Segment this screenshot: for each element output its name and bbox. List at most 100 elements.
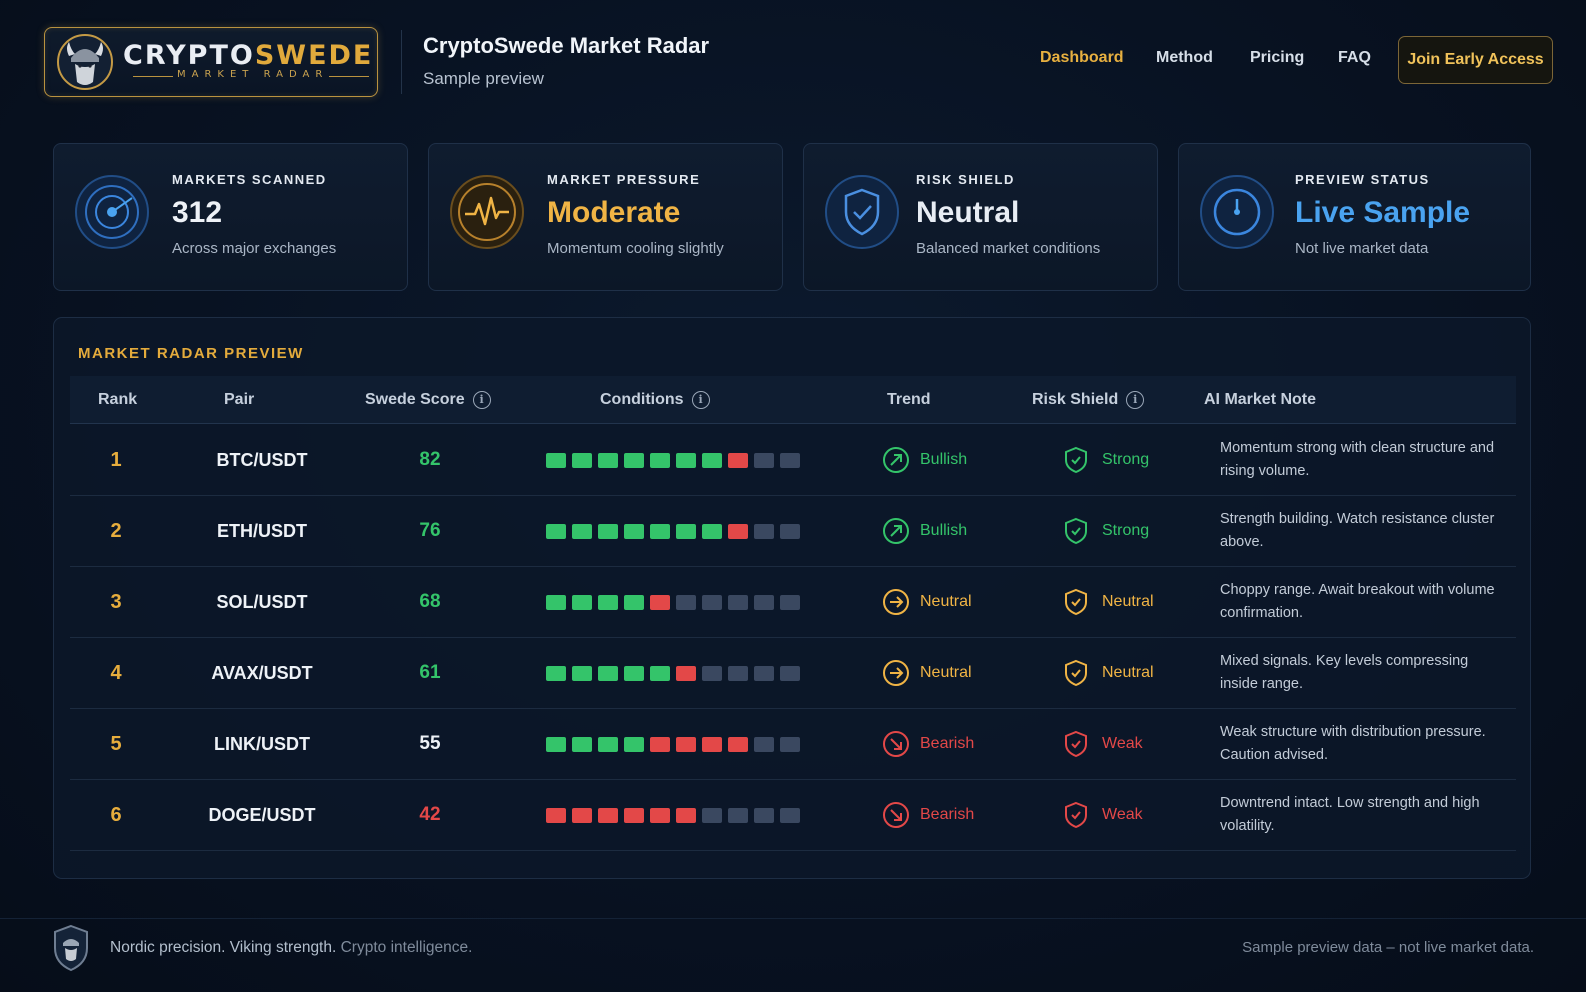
- condition-segment: [780, 452, 800, 468]
- condition-segment: [546, 523, 566, 539]
- condition-segment: [598, 807, 618, 823]
- divider: [329, 76, 369, 77]
- trend-label: Bullish: [920, 522, 968, 539]
- condition-segment: [702, 594, 722, 610]
- stat-card-risk-shield: RISK SHIELD Neutral Balanced market cond…: [803, 143, 1158, 291]
- shield-icon: [1062, 659, 1090, 687]
- column-risk-shield: Risk Shield i: [1032, 391, 1145, 409]
- pair-cell: SOL/USDT: [216, 591, 308, 612]
- table-row[interactable]: 3 SOL/USDT 68 Neutral Neutral Choppy range. A…: [70, 566, 1516, 638]
- risk-shield-cell: Weak: [1062, 779, 1143, 851]
- trend-cell: Bearish: [882, 779, 974, 851]
- condition-segment: [754, 594, 774, 610]
- condition-segment: [702, 452, 722, 468]
- rank-cell: 1: [110, 448, 122, 471]
- table-row[interactable]: 1 BTC/USDT 82 Bullish Strong Momentum strong …: [70, 424, 1516, 496]
- stat-card-market-pressure: MARKET PRESSURE Moderate Momentum coolin…: [428, 143, 783, 291]
- condition-segment: [754, 665, 774, 681]
- condition-segment: [650, 665, 670, 681]
- condition-segment: [780, 736, 800, 752]
- table-row[interactable]: 4 AVAX/USDT 61 Neutral Neutral Mixed signals.…: [70, 637, 1516, 709]
- condition-segment: [754, 736, 774, 752]
- ai-market-note-cell: Weak structure with distribution pressur…: [1220, 724, 1486, 763]
- condition-segment: [754, 452, 774, 468]
- column-risk-shield-label: Risk Shield: [1032, 391, 1119, 408]
- condition-segment: [650, 452, 670, 468]
- condition-segment: [624, 523, 644, 539]
- condition-segment: [546, 807, 566, 823]
- condition-segment: [780, 594, 800, 610]
- condition-segment: [572, 523, 592, 539]
- column-swede-score-label: Swede Score: [365, 391, 465, 408]
- rank-cell: 6: [110, 803, 122, 826]
- stat-value: Neutral: [916, 196, 1020, 229]
- pair-cell: LINK/USDT: [214, 733, 310, 754]
- stat-desc: Across major exchanges: [172, 240, 337, 257]
- risk-label: Neutral: [1102, 593, 1154, 610]
- risk-label: Neutral: [1102, 664, 1154, 681]
- condition-segment: [676, 665, 696, 681]
- condition-segment: [728, 452, 748, 468]
- condition-segment: [624, 807, 644, 823]
- nav-dashboard[interactable]: Dashboard: [1040, 49, 1124, 66]
- condition-segment: [728, 807, 748, 823]
- condition-segment: [676, 594, 696, 610]
- nav-faq[interactable]: FAQ: [1338, 49, 1371, 66]
- pair-cell: ETH/USDT: [217, 520, 307, 541]
- condition-segment: [650, 594, 670, 610]
- ai-market-note-cell: Strength building. Watch resistance clus…: [1220, 511, 1495, 550]
- conditions-bar: [546, 424, 800, 496]
- trend-cell: Bearish: [882, 708, 974, 780]
- viking-shield-icon: [54, 924, 88, 972]
- ai-market-note-cell: Momentum strong with clean structure and…: [1220, 440, 1495, 479]
- column-conditions-label: Conditions: [600, 391, 684, 408]
- condition-segment: [624, 594, 644, 610]
- conditions-bar: [546, 779, 800, 851]
- info-icon[interactable]: i: [691, 391, 710, 409]
- table-row[interactable]: 6 DOGE/USDT 42 Bearish Weak Downtrend intact.…: [70, 779, 1516, 851]
- info-icon[interactable]: i: [472, 391, 491, 409]
- ai-market-note-cell: Choppy range. Await breakout with volume…: [1220, 582, 1495, 621]
- shield-icon: [1062, 730, 1090, 758]
- join-early-access-button[interactable]: Join Early Access: [1398, 36, 1553, 84]
- table-row[interactable]: 2 ETH/USDT 76 Bullish Strong Strength buildin…: [70, 495, 1516, 567]
- trend-neutral-icon: [882, 659, 910, 687]
- info-icon[interactable]: i: [1126, 391, 1145, 409]
- nav-method[interactable]: Method: [1156, 49, 1213, 66]
- shield-icon: [1062, 588, 1090, 616]
- trend-bear-icon: [882, 801, 910, 829]
- brand-tagline: MARKET RADAR: [177, 69, 329, 80]
- footer-tagline-dim: Crypto intelligence.: [340, 939, 473, 956]
- brand-logo[interactable]: CRYPTOSWEDE MARKET RADAR: [44, 27, 378, 97]
- trend-neutral-icon: [882, 588, 910, 616]
- condition-segment: [598, 452, 618, 468]
- condition-segment: [702, 665, 722, 681]
- column-swede-score: Swede Score i: [365, 391, 491, 409]
- stat-desc: Momentum cooling slightly: [547, 240, 724, 257]
- condition-segment: [702, 807, 722, 823]
- conditions-bar: [546, 708, 800, 780]
- divider: [0, 918, 1586, 919]
- condition-segment: [546, 736, 566, 752]
- shield-check-icon: [825, 175, 899, 249]
- risk-label: Weak: [1102, 735, 1143, 752]
- risk-shield-cell: Neutral: [1062, 566, 1154, 638]
- divider: [133, 76, 173, 77]
- condition-segment: [546, 665, 566, 681]
- condition-segment: [624, 452, 644, 468]
- condition-segment: [754, 807, 774, 823]
- condition-segment: [676, 736, 696, 752]
- condition-segment: [598, 665, 618, 681]
- condition-segment: [728, 736, 748, 752]
- condition-segment: [572, 807, 592, 823]
- rank-cell: 3: [110, 590, 122, 613]
- condition-segment: [780, 523, 800, 539]
- trend-bear-icon: [882, 730, 910, 758]
- condition-segment: [546, 452, 566, 468]
- page-subtitle: Sample preview: [423, 69, 544, 88]
- stat-label: RISK SHIELD: [916, 172, 1015, 187]
- nav-pricing[interactable]: Pricing: [1250, 49, 1305, 66]
- stat-value: Live Sample: [1295, 196, 1471, 229]
- table-row[interactable]: 5 LINK/USDT 55 Bearish Weak Weak structure wi…: [70, 708, 1516, 780]
- condition-segment: [598, 736, 618, 752]
